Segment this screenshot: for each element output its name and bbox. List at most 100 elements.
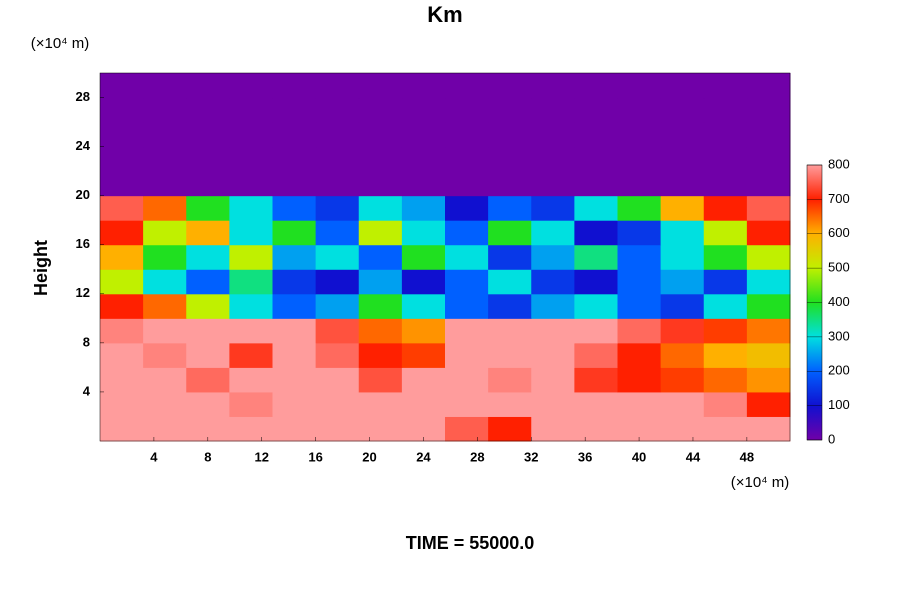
- cell: [401, 293, 446, 319]
- footer: TIME = 55000.0: [406, 533, 535, 553]
- cell: [488, 293, 532, 319]
- cell: [100, 195, 144, 221]
- cell: [143, 416, 187, 442]
- cell: [531, 391, 575, 417]
- colorbar-tick-label: 800: [828, 156, 850, 171]
- cell: [315, 171, 360, 197]
- cell: [746, 220, 791, 246]
- cell: [660, 367, 705, 393]
- cell: [143, 220, 187, 246]
- cell: [746, 171, 791, 197]
- plot-frame: [99, 72, 791, 442]
- cell: [617, 146, 662, 172]
- cell: [186, 97, 230, 123]
- cell: [617, 220, 662, 246]
- cell: [315, 269, 360, 295]
- x-tick-label: 24: [416, 449, 431, 464]
- cell: [272, 244, 317, 270]
- cell: [660, 244, 705, 270]
- cell: [229, 171, 273, 197]
- cell: [401, 171, 446, 197]
- cell: [488, 391, 532, 417]
- cell: [143, 269, 187, 295]
- cell: [186, 244, 230, 270]
- cell: [660, 146, 705, 172]
- cell: [358, 416, 403, 442]
- cell: [229, 244, 273, 270]
- colorbar-tick-label: 0: [828, 431, 835, 446]
- cell: [660, 97, 705, 123]
- cell: [358, 195, 403, 221]
- cell: [660, 195, 705, 221]
- colorbar-tick-label: 200: [828, 363, 850, 378]
- cell: [531, 269, 575, 295]
- cell: [315, 318, 360, 344]
- cell: [746, 318, 791, 344]
- cell: [660, 416, 705, 442]
- cell: [574, 220, 618, 246]
- cell: [272, 342, 317, 368]
- cell: [272, 391, 317, 417]
- cell: [746, 122, 791, 148]
- cell: [445, 269, 489, 295]
- cell: [445, 342, 489, 368]
- cell: [617, 367, 662, 393]
- cell: [315, 73, 360, 99]
- cell: [229, 269, 273, 295]
- cell: [315, 416, 360, 442]
- cell: [531, 244, 575, 270]
- heatmap: [100, 73, 791, 442]
- cell: [488, 122, 532, 148]
- y-axis-unit: (×10⁴ m): [31, 35, 90, 52]
- cell: [358, 244, 403, 270]
- cell: [315, 220, 360, 246]
- cell: [272, 122, 317, 148]
- cell: [445, 318, 489, 344]
- y-tick-label: 28: [76, 89, 90, 104]
- colorbar-tick-label: 700: [828, 191, 850, 206]
- cell: [401, 97, 446, 123]
- cell: [445, 367, 489, 393]
- cell: [100, 269, 144, 295]
- cell: [358, 269, 403, 295]
- cell: [574, 122, 618, 148]
- cell: [186, 318, 230, 344]
- cell: [531, 220, 575, 246]
- cell: [746, 391, 791, 417]
- cell: [445, 73, 489, 99]
- cell: [143, 342, 187, 368]
- cell: [488, 318, 532, 344]
- cell: [143, 146, 187, 172]
- cell: [617, 269, 662, 295]
- cell: [746, 269, 791, 295]
- x-tick-label: 4: [150, 449, 158, 464]
- cell: [617, 244, 662, 270]
- cell: [100, 367, 144, 393]
- cell: [488, 146, 532, 172]
- cell: [358, 367, 403, 393]
- cell: [229, 97, 273, 123]
- cell: [272, 367, 317, 393]
- x-tick-label: 40: [632, 449, 646, 464]
- cell: [229, 293, 273, 319]
- cell: [488, 73, 532, 99]
- cell: [401, 73, 446, 99]
- cell: [746, 244, 791, 270]
- cell: [703, 73, 748, 99]
- cell: [401, 220, 446, 246]
- cell: [100, 220, 144, 246]
- cell: [660, 342, 705, 368]
- cell: [531, 293, 575, 319]
- cell: [143, 195, 187, 221]
- cell: [488, 220, 532, 246]
- cell: [229, 220, 273, 246]
- cell: [358, 342, 403, 368]
- cell: [445, 146, 489, 172]
- cell: [617, 342, 662, 368]
- cell: [574, 146, 618, 172]
- colorbar-tick-label: 500: [828, 260, 850, 275]
- cell: [488, 171, 532, 197]
- cell: [703, 367, 748, 393]
- cell: [703, 122, 748, 148]
- cell: [401, 146, 446, 172]
